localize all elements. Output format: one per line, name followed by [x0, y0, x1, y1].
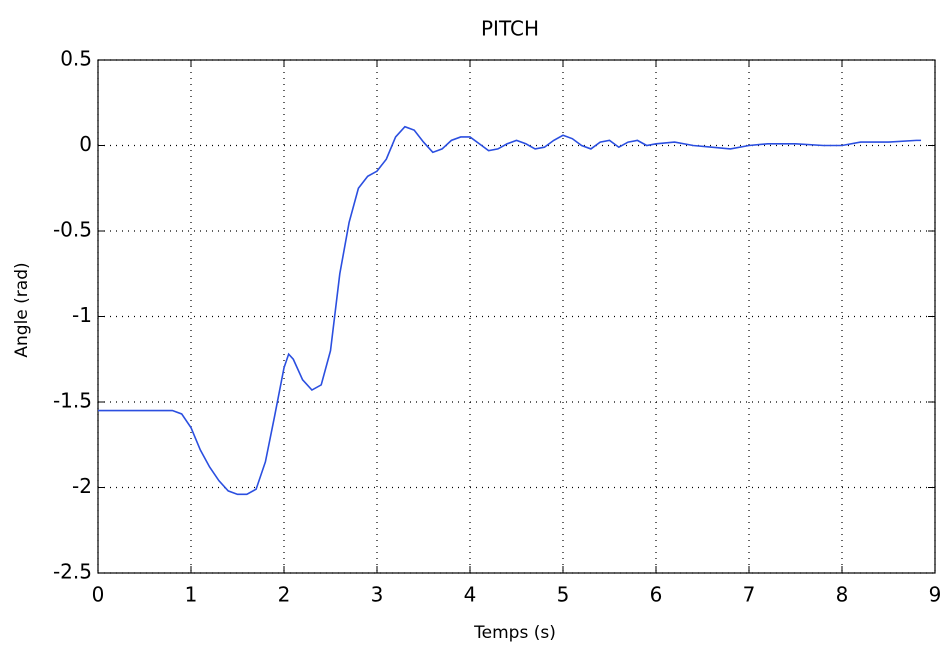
y-tick-label: 0 — [79, 132, 92, 156]
plot-frame — [98, 60, 935, 573]
x-tick-label: 9 — [929, 583, 942, 607]
y-tick-label: -2 — [72, 474, 92, 498]
data-line — [98, 127, 921, 495]
x-tick-label: 6 — [650, 583, 663, 607]
x-tick-label: 2 — [278, 583, 291, 607]
y-tick-label: -0.5 — [53, 218, 92, 242]
x-tick-label: 0 — [92, 583, 105, 607]
y-tick-label: -2.5 — [53, 560, 92, 584]
x-tick-label: 3 — [371, 583, 384, 607]
chart: PITCH Temps (s) Angle (rad) -2.5 -2 -1.5 -1… — [0, 0, 944, 647]
y-tick-label: 0.5 — [60, 47, 92, 71]
x-axis-label: Temps (s) — [473, 623, 556, 643]
y-tick-label: -1 — [72, 303, 92, 327]
y-axis-label: Angle (rad) — [12, 262, 32, 357]
x-tick-label: 1 — [185, 583, 198, 607]
x-tick-label: 5 — [557, 583, 570, 607]
y-tick-label: -1.5 — [53, 389, 92, 413]
x-tick-label: 7 — [743, 583, 756, 607]
chart-title: PITCH — [481, 17, 539, 41]
x-tick-label: 8 — [836, 583, 849, 607]
x-tick-label: 4 — [464, 583, 477, 607]
